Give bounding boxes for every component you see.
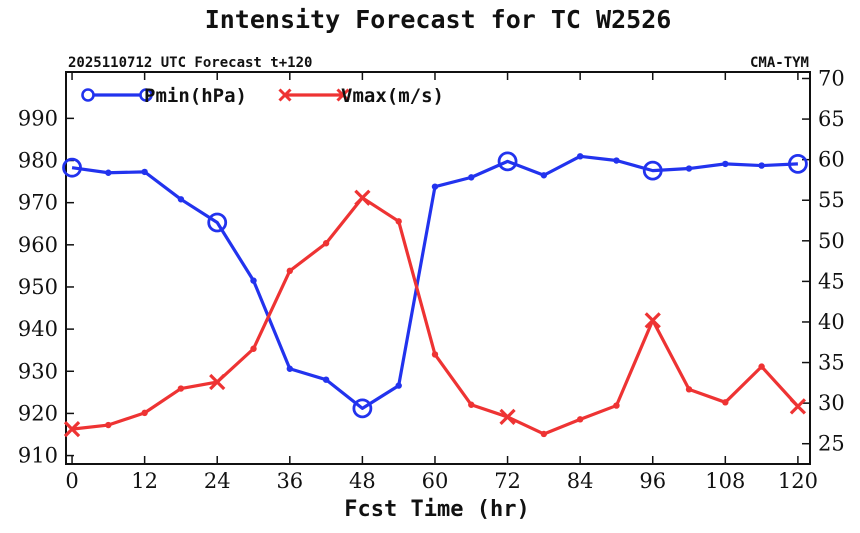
vmax-point — [177, 385, 185, 392]
vmax-point — [613, 402, 620, 409]
pmin-marker — [788, 153, 808, 174]
x-tick-label: 72 — [494, 469, 521, 493]
pmin-point — [395, 382, 402, 389]
pmin-point — [250, 277, 257, 284]
y-left-tick-label: 920 — [18, 401, 58, 425]
x-tick-label: 108 — [705, 469, 745, 493]
pmin-point — [322, 376, 330, 383]
vmax-point — [141, 409, 148, 417]
vmax-point — [468, 401, 475, 408]
chart-subtitle-left: 2025110712 UTC Forecast t+120 — [68, 55, 312, 71]
pmin-point — [758, 162, 765, 169]
pmin-point — [722, 160, 729, 168]
chart-subtitle-right: CMA-TYM — [750, 55, 809, 71]
y-left-tick-label: 990 — [18, 106, 58, 130]
y-right-tick-label: 70 — [818, 66, 845, 90]
y-right-tick-label: 65 — [818, 107, 845, 131]
y-left-tick-label: 930 — [18, 359, 58, 383]
vmax-marker — [354, 189, 371, 206]
y-left-tick-label: 970 — [18, 191, 58, 215]
legend-vmax-marker — [278, 88, 292, 102]
vmax-point — [722, 399, 729, 406]
y-right-tick-label: 40 — [818, 310, 845, 334]
x-tick-label: 120 — [778, 469, 818, 493]
x-tick-label: 48 — [349, 469, 376, 493]
y-left-tick-label: 940 — [18, 317, 58, 341]
pmin-line — [71, 154, 798, 410]
pmin-marker — [62, 157, 82, 178]
vmax-point — [540, 430, 548, 438]
pmin-point — [685, 165, 693, 172]
pmin-point — [468, 174, 475, 181]
y-left-tick-label: 980 — [18, 149, 58, 173]
axis-ticks: 0 12 24 36 48 60 72 84 96 108 120 910 920 930 940 950 96… — [18, 66, 845, 493]
y-right-tick-label: 55 — [818, 188, 845, 212]
y-right-tick-label: 50 — [818, 229, 845, 253]
pmin-point — [177, 196, 185, 203]
y-right-tick-label: 60 — [818, 148, 845, 172]
vmax-point — [576, 416, 584, 423]
vmax-point — [431, 351, 439, 358]
y-right-tick-label: 30 — [818, 391, 845, 415]
vmax-marker — [63, 420, 81, 438]
series-layer — [62, 151, 808, 438]
x-tick-label: 0 — [65, 469, 78, 493]
pmin-marker — [352, 398, 373, 419]
vmax-marker — [499, 408, 516, 426]
pmin-marker — [497, 151, 518, 172]
x-tick-label: 84 — [567, 469, 594, 493]
plot-area — [65, 71, 811, 465]
vmax-marker — [789, 398, 807, 415]
legend-pmin-marker — [81, 88, 95, 102]
x-tick-label: 96 — [639, 469, 666, 493]
y-right-tick-label: 45 — [818, 269, 845, 293]
pmin-point — [431, 183, 439, 190]
vmax-marker — [644, 312, 661, 329]
vmax-point — [322, 240, 330, 247]
chart-title: Intensity Forecast for TC W2526 — [205, 5, 672, 34]
legend-pmin-marker — [139, 88, 153, 102]
pmin-point — [141, 168, 148, 176]
x-tick-label: 24 — [204, 469, 231, 493]
y-right-tick-label: 25 — [818, 432, 845, 456]
pmin-point — [105, 169, 112, 176]
pmin-marker — [207, 212, 228, 233]
x-tick-label: 36 — [276, 469, 303, 493]
vmax-point — [758, 363, 765, 370]
vmax-point — [395, 218, 402, 225]
legend-pmin-label: Pmin(hPa) — [144, 85, 247, 107]
vmax-marker — [209, 373, 226, 391]
pmin-marker — [642, 160, 663, 181]
legend-vmax-label: Vmax(m/s) — [341, 85, 444, 107]
vmax-point — [286, 267, 294, 275]
pmin-point — [540, 172, 548, 179]
y-left-tick-label: 950 — [18, 275, 58, 299]
x-axis-label: Fcst Time (hr) — [344, 497, 529, 522]
x-tick-label: 12 — [131, 469, 158, 493]
legend-vmax-marker — [336, 88, 350, 102]
y-left-tick-label: 910 — [18, 444, 58, 468]
y-left-tick-label: 960 — [18, 233, 58, 257]
pmin-point — [613, 157, 620, 164]
vmax-point — [250, 345, 257, 352]
vmax-line — [71, 196, 800, 436]
vmax-point — [105, 421, 112, 429]
pmin-point — [576, 153, 584, 160]
y-right-tick-label: 35 — [818, 351, 845, 375]
pmin-point — [286, 365, 294, 372]
x-tick-label: 60 — [422, 469, 449, 493]
vmax-point — [685, 386, 693, 393]
legend: Pmin(hPa) Vmax(m/s) — [81, 85, 444, 107]
